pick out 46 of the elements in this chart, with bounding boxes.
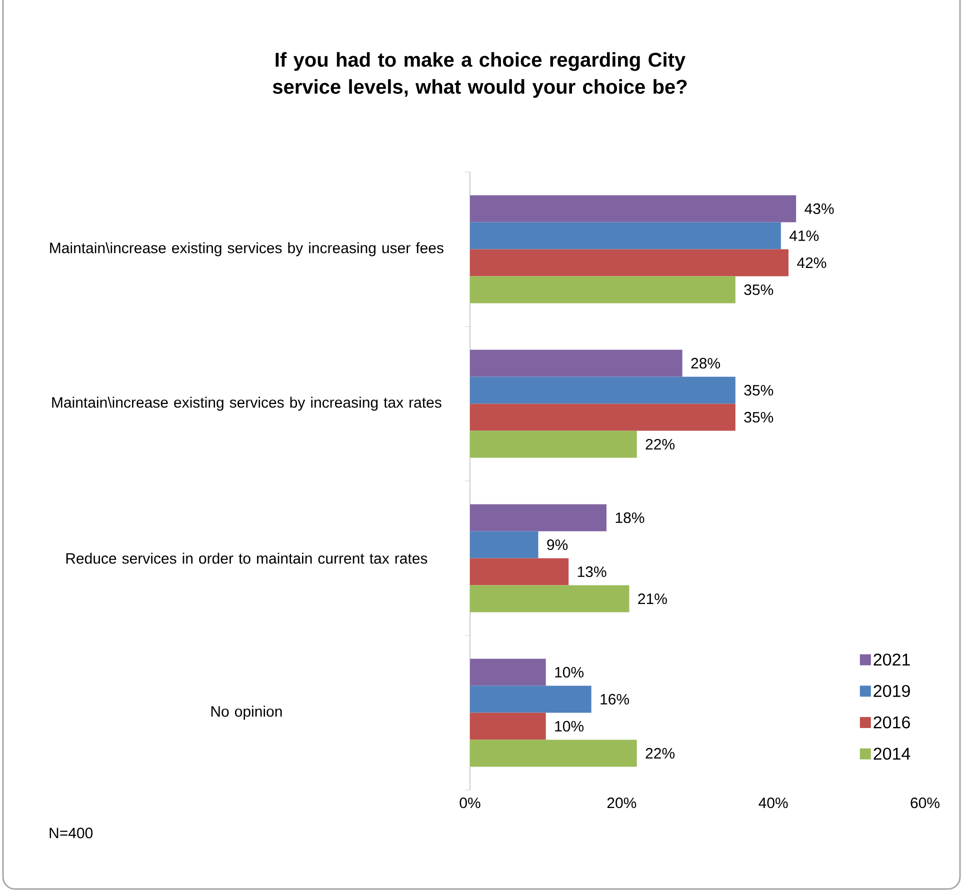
data-label: 41% bbox=[789, 230, 819, 241]
data-label: 9% bbox=[547, 539, 568, 550]
data-label: 35% bbox=[744, 412, 774, 423]
data-label: 13% bbox=[578, 566, 606, 578]
bar bbox=[470, 686, 592, 713]
legend-label: 2014 bbox=[874, 748, 910, 760]
x-tick-label: 60% bbox=[910, 798, 940, 808]
bar bbox=[470, 658, 546, 686]
data-label: 22% bbox=[646, 438, 675, 450]
bar bbox=[470, 531, 538, 558]
legend-label: 2019 bbox=[874, 684, 910, 698]
bar bbox=[470, 740, 637, 767]
x-tick-label: 40% bbox=[758, 798, 788, 808]
bar bbox=[470, 350, 682, 377]
data-label: 35% bbox=[744, 284, 774, 296]
bar bbox=[470, 712, 546, 740]
data-label: 10% bbox=[555, 666, 584, 678]
data-label: 43% bbox=[804, 203, 834, 214]
bar bbox=[470, 585, 630, 612]
bar bbox=[470, 222, 781, 250]
text: N=400 bbox=[50, 828, 93, 838]
legend-label: 2016 bbox=[874, 716, 910, 728]
data-label: 28% bbox=[691, 358, 720, 369]
data-label: 42% bbox=[797, 257, 826, 268]
data-label: 16% bbox=[600, 694, 630, 705]
bar bbox=[470, 404, 736, 431]
y-tick-label: No opinion bbox=[211, 706, 282, 720]
bar bbox=[470, 276, 736, 304]
y-tick-label: Reduce services in order to maintain current tax rates bbox=[66, 552, 428, 564]
legend-label: 2021 bbox=[874, 654, 910, 666]
bar bbox=[470, 376, 736, 404]
bar bbox=[470, 558, 569, 586]
x-tick-label: 20% bbox=[607, 798, 636, 808]
y-tick-label: Maintain\increase existing services by increasing user fees bbox=[50, 242, 444, 256]
y-tick-label: Maintain\increase existing services by increasing tax rates bbox=[52, 396, 442, 411]
bar bbox=[470, 504, 607, 532]
data-label: 21% bbox=[638, 593, 667, 604]
x-tick-label: 0% bbox=[460, 798, 480, 808]
chart-title: If you had to make a choice regarding City service levels, what would your choice be? bbox=[272, 52, 687, 98]
bar bbox=[470, 430, 637, 458]
data-label: 10% bbox=[555, 720, 584, 732]
data-label: 18% bbox=[616, 512, 644, 524]
data-label: 35% bbox=[744, 384, 774, 396]
bar bbox=[470, 195, 796, 222]
bar bbox=[470, 249, 789, 276]
data-label: 22% bbox=[646, 748, 675, 759]
